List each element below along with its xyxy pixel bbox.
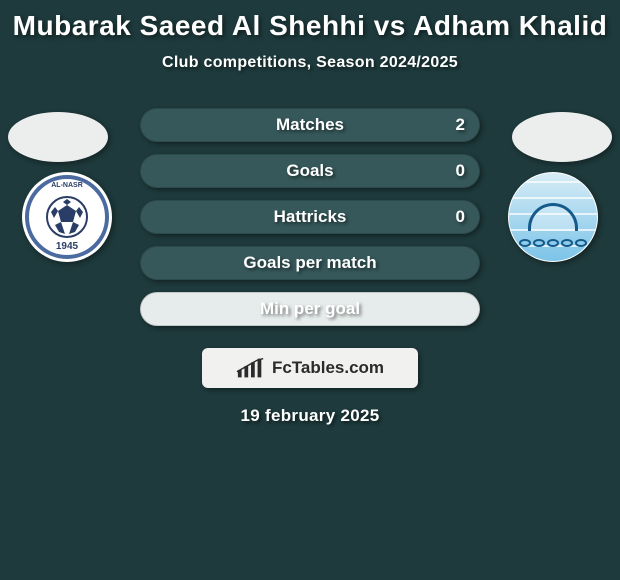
club-badge-right [508, 172, 598, 262]
stat-label: Min per goal [141, 299, 479, 319]
football-icon [46, 196, 88, 238]
stat-bar: Goals per match [140, 246, 480, 280]
watermark[interactable]: FcTables.com [202, 348, 418, 388]
olympic-rings-icon [519, 239, 587, 247]
date: 19 february 2025 [0, 406, 620, 426]
player-photo-left [8, 112, 108, 162]
stat-bars: Matches2Goals0Hattricks0Goals per matchM… [140, 108, 480, 326]
title: Mubarak Saeed Al Shehhi vs Adham Khalid [0, 0, 620, 48]
club-badge-left: AL-NASR 1945 [22, 172, 112, 262]
player-photo-right [512, 112, 612, 162]
stat-value-right: 2 [456, 115, 465, 135]
crest-right [509, 173, 597, 261]
watermark-text: FcTables.com [272, 358, 384, 378]
crest-left-top-label: AL-NASR [51, 182, 83, 189]
stat-value-right: 0 [456, 207, 465, 227]
stat-label: Goals per match [141, 253, 479, 273]
stat-label: Hattricks [141, 207, 479, 227]
bar-chart-icon [236, 358, 266, 378]
stat-value-right: 0 [456, 161, 465, 181]
comparison-card: Mubarak Saeed Al Shehhi vs Adham Khalid … [0, 0, 620, 580]
stat-label: Goals [141, 161, 479, 181]
stat-bar: Hattricks0 [140, 200, 480, 234]
stat-bar: Matches2 [140, 108, 480, 142]
stat-bar: Min per goal [140, 292, 480, 326]
main-area: AL-NASR 1945 [0, 108, 620, 426]
subtitle: Club competitions, Season 2024/2025 [0, 54, 620, 72]
stat-bar: Goals0 [140, 154, 480, 188]
crest-left: AL-NASR 1945 [23, 173, 111, 261]
crest-left-year: 1945 [56, 241, 78, 252]
stat-label: Matches [141, 115, 479, 135]
